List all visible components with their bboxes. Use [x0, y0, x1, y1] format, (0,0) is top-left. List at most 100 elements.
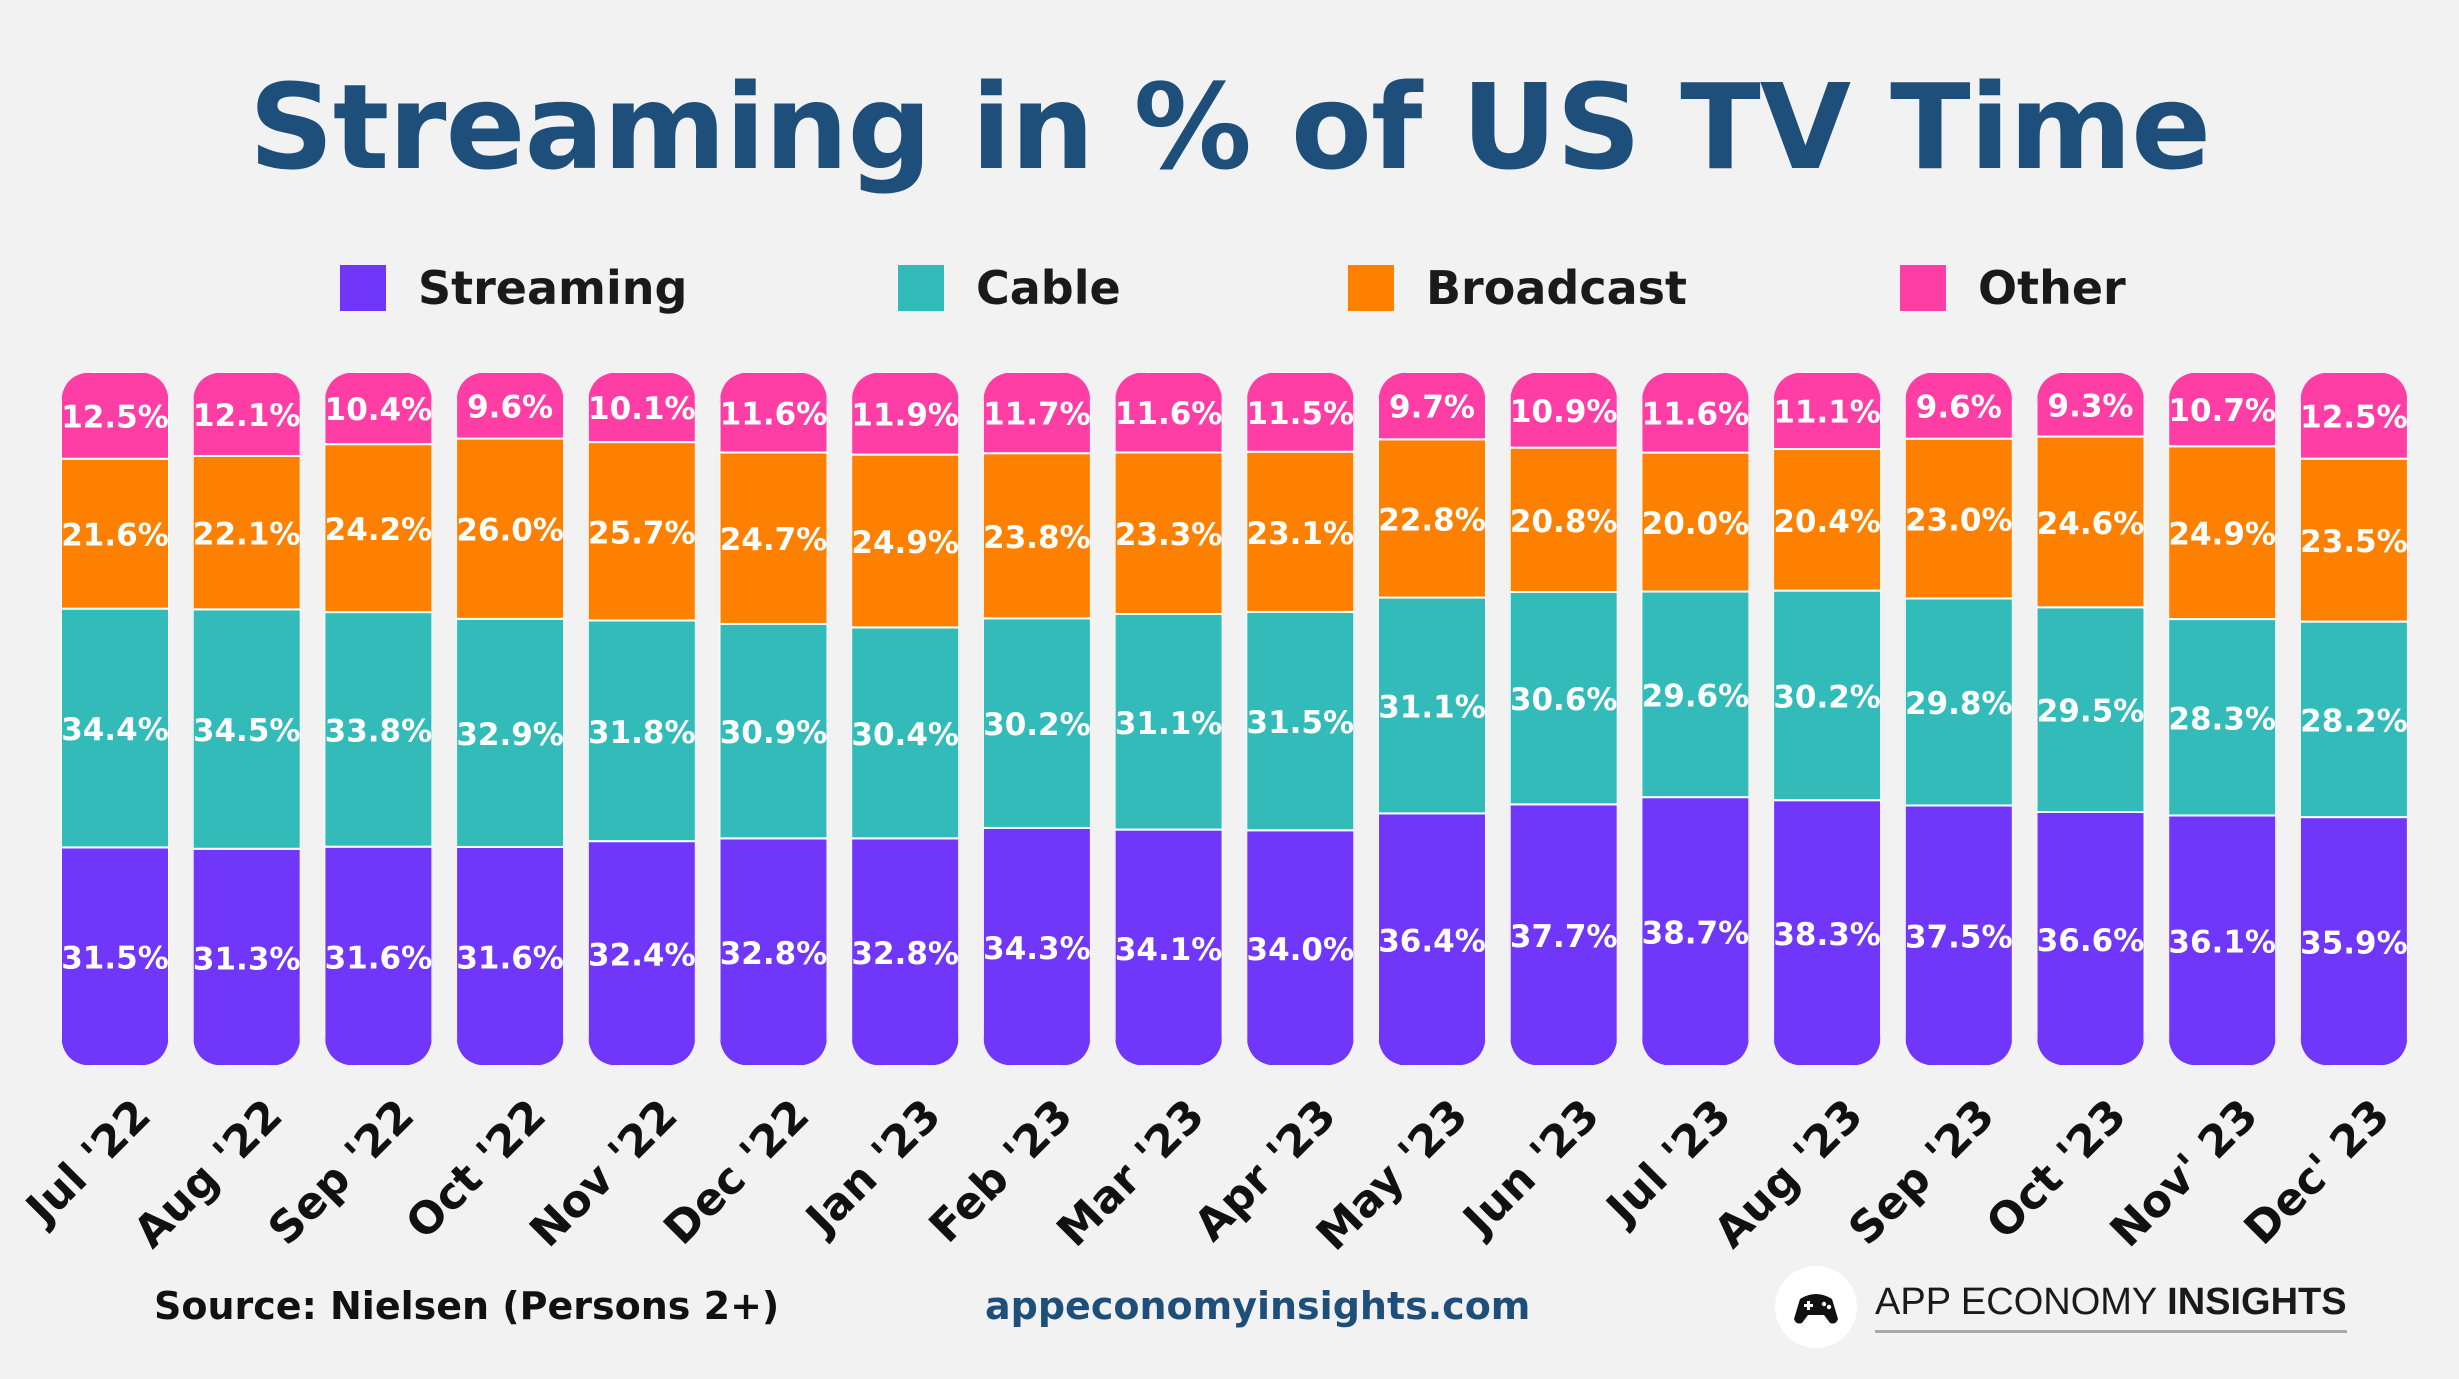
data-label: 29.6% [1642, 678, 1750, 714]
data-label: 37.7% [1510, 919, 1618, 955]
data-label: 12.5% [2300, 399, 2408, 435]
legend: Streaming Cable Broadcast Other [0, 258, 2459, 318]
bar-segment-streaming[interactable] [1509, 803, 1618, 1066]
bar-segment-broadcast[interactable] [324, 443, 433, 614]
data-label: 20.8% [1510, 504, 1618, 540]
legend-swatch [1900, 265, 1946, 311]
x-tick-label: Dec' 23 [2235, 1090, 2400, 1250]
data-label: 9.3% [2048, 388, 2134, 424]
data-label: 34.1% [1115, 932, 1223, 968]
controller-icon [1775, 1266, 1857, 1348]
bar-segment-other[interactable] [1378, 372, 1486, 441]
bar-segment-other[interactable] [1509, 372, 1618, 449]
data-label: 30.9% [720, 715, 828, 751]
data-label: 11.6% [1642, 396, 1750, 432]
bar-segment-other[interactable] [324, 372, 433, 446]
bar-segment-streaming[interactable] [1641, 796, 1750, 1066]
data-label: 12.5% [61, 399, 169, 435]
data-label: 24.7% [720, 522, 828, 558]
bar-segment-streaming[interactable] [2299, 816, 2408, 1066]
legend-item-broadcast[interactable]: Broadcast [1348, 258, 1687, 318]
bar-segment-streaming[interactable] [456, 845, 565, 1066]
bar-segment-cable[interactable] [1114, 612, 1223, 831]
data-label: 31.3% [193, 941, 301, 977]
data-label: 30.2% [1773, 679, 1881, 715]
bar-segment-streaming[interactable] [2036, 810, 2145, 1066]
bar-segment-broadcast[interactable] [982, 452, 1091, 620]
bar-segment-streaming[interactable] [1773, 799, 1882, 1066]
bar-segment-other[interactable] [719, 372, 828, 454]
brand-name-regular: APP ECONOMY [1875, 1281, 2157, 1323]
bar-segment-broadcast[interactable] [1246, 450, 1355, 613]
bar-segment-cable[interactable] [982, 617, 1091, 829]
bar-segment-other[interactable] [982, 372, 1091, 455]
bar-segment-other[interactable] [1773, 372, 1882, 451]
website-link[interactable]: appeconomyinsights.com [985, 1284, 1531, 1328]
bar-segment-streaming[interactable] [1246, 829, 1355, 1066]
bar-segment-broadcast[interactable] [2168, 445, 2277, 621]
bar-segment-cable[interactable] [456, 617, 565, 848]
legend-item-other[interactable]: Other [1900, 258, 2126, 318]
data-label: 9.6% [467, 389, 553, 425]
data-label: 31.1% [1378, 689, 1486, 725]
bar-segment-other[interactable] [1246, 372, 1355, 453]
bar-segment-broadcast[interactable] [1378, 438, 1486, 599]
bar-segment-broadcast[interactable] [851, 453, 960, 629]
data-label: 34.4% [61, 712, 169, 748]
bar-segment-other[interactable] [1904, 372, 2013, 440]
bar-segment-streaming[interactable] [1904, 804, 2013, 1066]
data-label: 29.5% [2037, 694, 2145, 730]
legend-item-cable[interactable]: Cable [898, 258, 1121, 318]
bar-segment-cable[interactable] [192, 608, 301, 850]
source-note: Source: Nielsen (Persons 2+) [154, 1284, 780, 1328]
bar-segment-other[interactable] [61, 372, 169, 460]
bar-segment-cable[interactable] [719, 622, 828, 840]
bar-segment-broadcast[interactable] [1509, 446, 1618, 593]
bar-group: 36.6%29.5%24.6%9.3%Oct '23 [1977, 372, 2145, 1249]
bar-segment-broadcast[interactable] [456, 437, 565, 620]
data-label: 34.0% [1247, 932, 1355, 968]
bar-segment-broadcast[interactable] [2299, 457, 2408, 623]
bar-segment-broadcast[interactable] [587, 441, 696, 622]
bar-segment-cable[interactable] [2299, 620, 2408, 819]
bar-segment-other[interactable] [587, 372, 696, 444]
data-label: 24.2% [325, 512, 433, 548]
bar-segment-other[interactable] [851, 372, 960, 456]
bar-segment-streaming[interactable] [1114, 828, 1223, 1066]
data-label: 11.6% [1115, 396, 1223, 432]
bar-segment-other[interactable] [1114, 372, 1223, 454]
data-label: 11.6% [720, 396, 828, 432]
data-label: 11.7% [983, 397, 1091, 433]
bar-segment-broadcast[interactable] [719, 451, 828, 625]
data-label: 36.1% [2168, 925, 2276, 961]
bar-segment-cable[interactable] [851, 626, 960, 840]
bar-segment-other[interactable] [2168, 372, 2277, 448]
data-label: 22.1% [193, 517, 301, 553]
bar-segment-other[interactable] [2036, 372, 2145, 438]
bar-segment-other[interactable] [1641, 372, 1750, 454]
bar-segment-other[interactable] [192, 372, 301, 457]
bar-segment-other[interactable] [2299, 372, 2408, 460]
bar-segment-cable[interactable] [1773, 589, 1882, 802]
bar-group: 34.1% 31.1% 23.3% 11.6% Mar '23 [1047, 372, 1223, 1250]
bar-segment-streaming[interactable] [587, 840, 696, 1066]
bar-segment-cable[interactable] [1509, 590, 1618, 806]
bar-segment-streaming[interactable] [324, 845, 433, 1066]
stacked-bar-chart: 31.5%34.4%21.6%12.5%Jul '2231.3%34.5%22.… [15, 372, 2408, 1250]
data-label: 26.0% [456, 513, 564, 549]
legend-item-streaming[interactable]: Streaming [340, 258, 687, 318]
bar-segment-broadcast[interactable] [1114, 451, 1223, 615]
bar-segment-broadcast[interactable] [192, 454, 301, 611]
data-label: 28.2% [2300, 703, 2408, 739]
brand-name: APP ECONOMY INSIGHTS [1875, 1281, 2347, 1333]
x-tick-label: Sep '22 [259, 1090, 424, 1250]
bar-segment-streaming[interactable] [851, 837, 960, 1066]
data-label: 34.5% [193, 713, 301, 749]
data-label: 9.7% [1389, 390, 1475, 426]
legend-swatch [1348, 265, 1394, 311]
data-label: 31.1% [1115, 706, 1223, 742]
bar-segment-other[interactable] [456, 372, 565, 440]
data-label: 11.5% [1247, 396, 1355, 432]
data-label: 38.7% [1642, 916, 1750, 952]
data-label: 31.6% [456, 940, 564, 976]
